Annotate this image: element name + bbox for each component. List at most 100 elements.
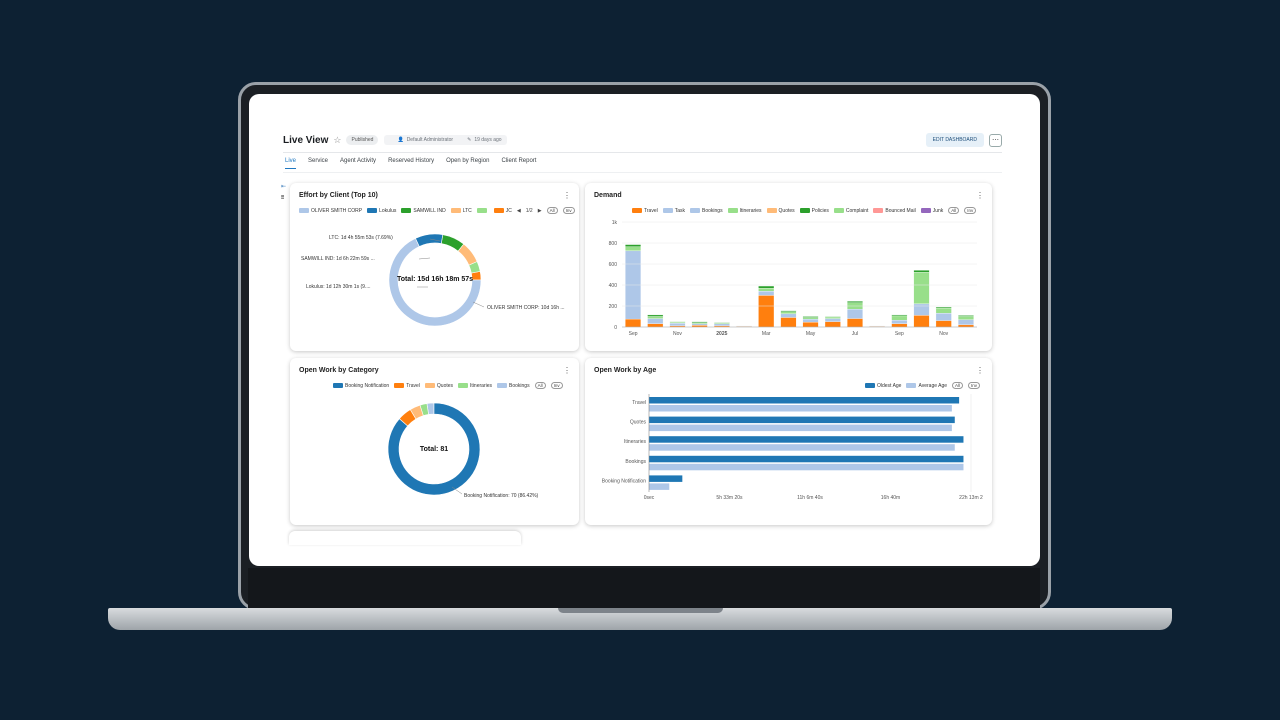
slice-label-booking-notification: Booking Notification: 70 (86.42%) (464, 493, 539, 499)
legend-item[interactable]: Quotes (766, 208, 795, 214)
y-category-label: Booking Notification (602, 478, 646, 484)
donut-slice (398, 409, 417, 427)
invert-selection-button[interactable]: Inv (968, 382, 981, 389)
legend-item[interactable]: Junk (920, 208, 943, 214)
laptop-notch (558, 608, 723, 613)
y-tick-label: 400 (609, 283, 618, 289)
legend-item[interactable]: Bookings (690, 208, 723, 214)
legend-item[interactable]: Average Age (906, 383, 947, 389)
select-all-button[interactable]: All (534, 382, 546, 389)
legend-item[interactable]: Itineraries (458, 383, 492, 389)
legend-item[interactable] (476, 208, 489, 213)
legend-item[interactable]: Quotes (424, 383, 453, 389)
legend-item[interactable]: Booking Notification (333, 383, 389, 389)
bar-segment (935, 306, 952, 309)
x-tick-label: 0sec (644, 495, 655, 501)
legend-item[interactable]: Lokulus (367, 208, 396, 214)
more-options-button[interactable]: ⋯ (989, 133, 1002, 147)
y-category-label: Quotes (630, 420, 647, 426)
tab-service[interactable]: Service (308, 158, 329, 164)
select-all-button[interactable]: All (952, 382, 964, 389)
legend-item[interactable]: LTC (450, 208, 472, 214)
legend-item[interactable]: Complaint (833, 208, 868, 214)
bar-segment (780, 310, 797, 312)
bar-segment (647, 318, 664, 325)
prev-page-icon[interactable]: ◀ (516, 207, 521, 214)
invert-selection-button[interactable]: Inv (550, 382, 563, 389)
legend-pager: 1/2 (525, 207, 533, 214)
bar-segment (758, 288, 775, 292)
age-bar (649, 463, 964, 471)
age-bar (649, 475, 683, 482)
open-by-age-card: Open Work by Age ⋮ Oldest Age Average Ag… (585, 358, 992, 525)
y-tick-label: 800 (609, 241, 618, 247)
legend-item[interactable]: Task (662, 208, 685, 214)
select-all-button[interactable]: All (546, 207, 558, 214)
donut-slice (387, 402, 481, 496)
user-icon: 👤 (397, 137, 404, 143)
age-bar (649, 436, 964, 443)
tab-live[interactable]: Live (285, 158, 297, 169)
invert-selection-button[interactable]: Inv (964, 207, 977, 214)
legend-item[interactable]: OLIVER SMITH CORP (299, 208, 362, 214)
bar-segment (824, 318, 841, 322)
kebab-menu-icon[interactable]: ⋮ (563, 366, 571, 375)
bar-segment (957, 324, 974, 328)
legend-item[interactable]: JC (493, 208, 512, 214)
legend-item[interactable]: Bookings (497, 383, 530, 389)
tab-reserved-history[interactable]: Reserved History (388, 158, 435, 164)
x-tick-label: 22h 13m 2 (959, 495, 983, 501)
tab-open-by-region[interactable]: Open by Region (446, 158, 490, 164)
bar-segment (625, 246, 642, 252)
star-icon[interactable]: ☆ (333, 134, 342, 145)
kebab-menu-icon[interactable]: ⋮ (976, 191, 984, 200)
age-bar (649, 483, 670, 490)
bar-segment (913, 315, 930, 328)
x-tick-label: May (806, 331, 816, 337)
tab-client-report[interactable]: Client Report (501, 158, 537, 164)
legend-item[interactable]: Travel (632, 208, 658, 214)
kebab-menu-icon[interactable]: ⋮ (976, 366, 984, 375)
bar-segment (780, 317, 797, 328)
legend-item[interactable]: Policies (799, 208, 829, 214)
kebab-menu-icon[interactable]: ⋮ (563, 191, 571, 200)
meta-box: 👤 Default Administrator ✎ 19 days ago (384, 135, 507, 145)
legend-item[interactable]: SAMWILL IND (401, 208, 446, 214)
bar-segment (669, 322, 686, 324)
select-all-button[interactable]: All (948, 207, 960, 214)
legend-item[interactable]: Travel (394, 383, 420, 389)
age-bar-chart: Booking Notification Bookings Itineraries Q… (602, 394, 983, 501)
bar-segment (913, 303, 930, 316)
bar-segment (669, 323, 686, 327)
x-tick-label: Nov (673, 331, 682, 337)
bar-segment (957, 319, 974, 326)
legend-item[interactable]: Itineraries (727, 208, 762, 214)
header-divider (283, 152, 1002, 153)
effort-by-client-card: Effort by Client (Top 10) ⋮ OLIVER SMITH… (290, 183, 579, 351)
y-category-label: Travel (632, 400, 646, 406)
x-tick-label: Mar (762, 331, 771, 337)
invert-selection-button[interactable]: Inv (562, 207, 575, 214)
x-tick-label: Jul (852, 331, 858, 337)
bar-segment (935, 307, 952, 314)
legend-item[interactable]: Bounced Mail (873, 208, 916, 214)
bar-segment (913, 272, 930, 305)
next-page-icon[interactable]: ▶ (537, 207, 542, 214)
filter-icon[interactable]: ⩩ (281, 195, 285, 201)
collapse-icon[interactable]: ⇤ (281, 184, 287, 190)
y-category-label: Bookings (625, 459, 646, 465)
edit-dashboard-button[interactable]: EDIT DASHBOARD (925, 133, 984, 147)
age-bar (649, 455, 964, 463)
slice-label-oliver: OLIVER SMITH CORP: 10d 16h ... (487, 305, 565, 311)
updated-meta: ✎ 19 days ago (467, 137, 501, 143)
card-title: Demand (594, 192, 622, 199)
dashboard-screen: Live View ☆ Published 👤 Default Administ… (249, 94, 1040, 566)
open-by-category-card: Open Work by Category ⋮ Booking Notifica… (290, 358, 579, 525)
tab-agent-activity[interactable]: Agent Activity (340, 158, 377, 164)
legend-item[interactable]: Oldest Age (865, 383, 901, 389)
bar-segment (957, 315, 974, 317)
y-tick-label: 0 (614, 325, 617, 331)
donut-slice (457, 243, 478, 266)
page-title: Live View (283, 134, 329, 146)
bar-segment (691, 323, 708, 326)
